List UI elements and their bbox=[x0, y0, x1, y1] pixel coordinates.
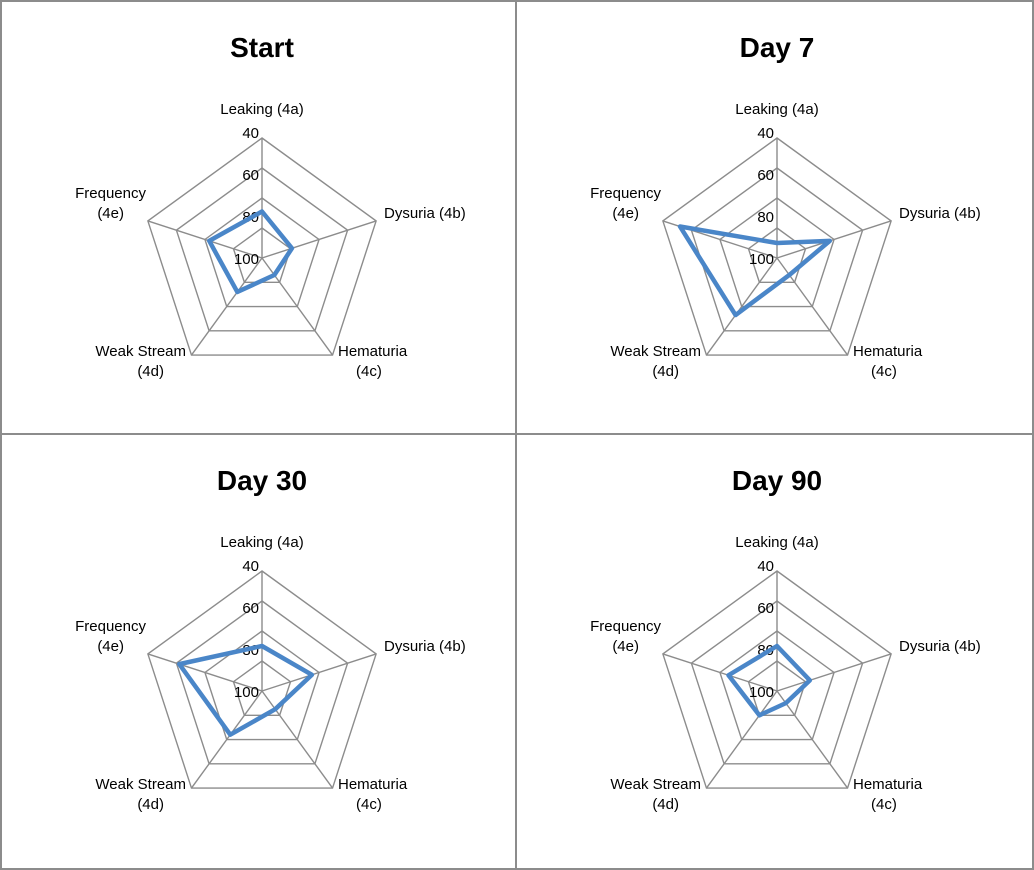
axis-spoke-dysuria-4b bbox=[776, 653, 892, 692]
grid-ring-3 bbox=[175, 600, 349, 765]
tick-label-40: 40 bbox=[757, 125, 774, 142]
chart-title: Day 90 bbox=[732, 465, 822, 496]
axis-spoke-dysuria-4b bbox=[261, 653, 377, 692]
axis-label-dysuria-4b: Dysuria (4b) bbox=[384, 638, 466, 655]
axis-spoke-weak-stream-4d bbox=[705, 690, 778, 789]
radar-panel-day-30: Day 30 40 60 80 100 Leaking (4a) Dysuria (4b) H… bbox=[2, 435, 517, 868]
axis-spoke-frequency-4e bbox=[147, 653, 263, 692]
grid-ring-1 bbox=[747, 660, 807, 716]
radar-panel-day-7: Day 7 40 60 80 100 Leaking (4a) Dysuria (4b) He… bbox=[517, 2, 1032, 435]
grid-ring-3 bbox=[690, 600, 864, 765]
series-line-0 bbox=[177, 643, 315, 737]
grid-ring-4 bbox=[662, 570, 892, 789]
axis-label-dysuria-4b: Dysuria (4b) bbox=[899, 638, 981, 655]
tick-label-80: 80 bbox=[757, 209, 774, 226]
grid-ring-4 bbox=[662, 137, 892, 356]
axis-spoke-frequency-4e bbox=[662, 653, 778, 692]
radar-panel-day-90: Day 90 40 60 80 100 Leaking (4a) Dysuria (4b) H… bbox=[517, 435, 1032, 868]
axis-spoke-dysuria-4b bbox=[261, 220, 377, 259]
axis-label-hematuria-4c: Hematuria (4c) bbox=[853, 343, 923, 380]
axis-label-hematuria-4c: Hematuria (4c) bbox=[338, 776, 408, 813]
tick-label-100: 100 bbox=[234, 684, 259, 701]
axis-label-leaking-4a: Leaking (4a) bbox=[735, 101, 818, 118]
axis-label-hematuria-4c: Hematuria (4c) bbox=[853, 776, 923, 813]
axis-label-dysuria-4b: Dysuria (4b) bbox=[384, 205, 466, 222]
axis-label-hematuria-4c: Hematuria (4c) bbox=[338, 343, 408, 380]
series-line-0 bbox=[677, 224, 833, 318]
axis-label-leaking-4a: Leaking (4a) bbox=[735, 534, 818, 551]
axis-spoke-weak-stream-4d bbox=[190, 690, 263, 789]
axis-label-frequency-4e: Frequency (4e) bbox=[75, 185, 146, 222]
tick-label-60: 60 bbox=[757, 167, 774, 184]
grid-ring-2 bbox=[719, 197, 835, 308]
grid-ring-3 bbox=[175, 167, 349, 332]
tick-label-60: 60 bbox=[242, 167, 259, 184]
radar-panel-start: Start 40 60 80 100 Leaking (4a) Dysuria (4b) He… bbox=[2, 2, 517, 435]
grid-ring-2 bbox=[204, 630, 320, 741]
axis-spoke-dysuria-4b bbox=[776, 220, 892, 259]
tick-label-100: 100 bbox=[749, 251, 774, 268]
tick-label-100: 100 bbox=[234, 251, 259, 268]
axis-label-dysuria-4b: Dysuria (4b) bbox=[899, 205, 981, 222]
grid-ring-4 bbox=[147, 570, 377, 789]
axis-label-leaking-4a: Leaking (4a) bbox=[220, 101, 303, 118]
grid-ring-3 bbox=[690, 167, 864, 332]
chart-title: Start bbox=[230, 32, 294, 63]
axis-label-weak-stream-4d: Weak Stream (4d) bbox=[610, 343, 701, 380]
chart-title: Day 7 bbox=[740, 32, 815, 63]
axis-label-weak-stream-4d: Weak Stream (4d) bbox=[95, 776, 186, 813]
tick-label-60: 60 bbox=[242, 600, 259, 617]
series-line-0 bbox=[206, 209, 295, 295]
axis-label-weak-stream-4d: Weak Stream (4d) bbox=[610, 776, 701, 813]
axis-spoke-hematuria-4c bbox=[261, 690, 334, 789]
radar-chart-day-7: Day 7 40 60 80 100 Leaking (4a) Dysuria (4b) He… bbox=[590, 32, 981, 380]
axis-spoke-weak-stream-4d bbox=[705, 257, 778, 356]
chart-title: Day 30 bbox=[217, 465, 307, 496]
grid-ring-4 bbox=[147, 137, 377, 356]
axis-spoke-weak-stream-4d bbox=[190, 257, 263, 356]
axis-label-weak-stream-4d: Weak Stream (4d) bbox=[95, 343, 186, 380]
axis-spoke-frequency-4e bbox=[147, 220, 263, 259]
series-line-0 bbox=[726, 643, 813, 718]
tick-label-100: 100 bbox=[749, 684, 774, 701]
tick-label-40: 40 bbox=[757, 558, 774, 575]
tick-label-40: 40 bbox=[242, 558, 259, 575]
grid-ring-2 bbox=[204, 197, 320, 308]
tick-label-40: 40 bbox=[242, 125, 259, 142]
axis-spoke-hematuria-4c bbox=[776, 690, 849, 789]
axis-label-leaking-4a: Leaking (4a) bbox=[220, 534, 303, 551]
axis-label-frequency-4e: Frequency (4e) bbox=[590, 185, 661, 222]
grid-ring-2 bbox=[719, 630, 835, 741]
axis-label-frequency-4e: Frequency (4e) bbox=[590, 618, 661, 655]
tick-label-60: 60 bbox=[757, 600, 774, 617]
axis-label-frequency-4e: Frequency (4e) bbox=[75, 618, 146, 655]
